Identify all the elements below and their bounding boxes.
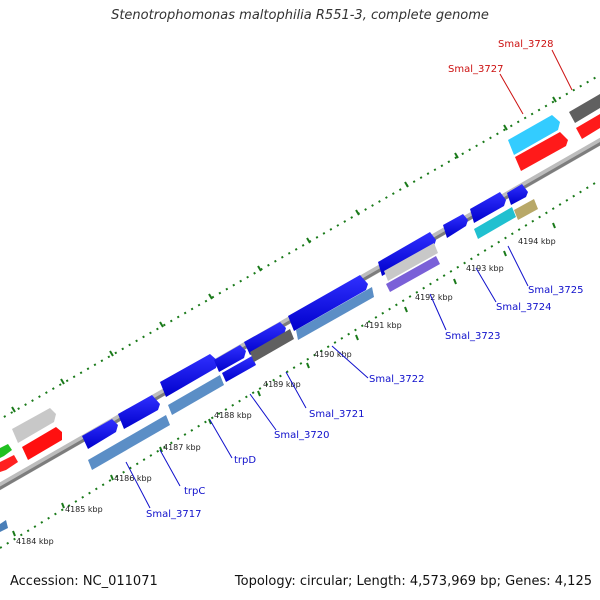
gene-feature[interactable]	[507, 184, 528, 205]
gene-feature[interactable]	[0, 444, 12, 458]
gene-feature[interactable]	[378, 232, 436, 276]
gene-feature[interactable]	[576, 114, 600, 139]
accession-text: Accession: NC_011071	[10, 574, 158, 589]
figure-title: Stenotrophomonas maltophilia R551-3, com…	[111, 8, 489, 23]
gene-label[interactable]: Smal_3720	[274, 430, 329, 441]
gene-feature[interactable]	[82, 419, 118, 449]
gene-labels: Smal_3717 trpC trpD Smal_3720 Smal_3721 …	[146, 39, 583, 520]
gene-feature[interactable]	[168, 375, 224, 415]
tick-label: 4194 kbp	[518, 237, 556, 246]
gene-label[interactable]: trpC	[184, 486, 205, 497]
gene-label[interactable]: Smal_3717	[146, 509, 201, 520]
lower-major-ticks	[12, 222, 556, 537]
lower-strand-features[interactable]	[0, 199, 538, 532]
gene-feature[interactable]	[443, 214, 468, 238]
kbp-labels: 4184 kbp 4185 kbp 4186 kbp 4187 kbp 4188…	[16, 237, 556, 546]
gene-label[interactable]: Smal_3724	[496, 302, 551, 313]
gene-label[interactable]: trpD	[234, 455, 256, 466]
upper-major-ticks	[11, 96, 557, 413]
gene-label[interactable]: Smal_3723	[445, 331, 500, 342]
gene-feature[interactable]	[386, 256, 440, 292]
gene-feature[interactable]	[118, 395, 160, 429]
tick-label: 4193 kbp	[466, 264, 504, 273]
gene-feature[interactable]	[515, 132, 568, 171]
gene-feature[interactable]	[0, 455, 18, 472]
tick-label: 4189 kbp	[263, 380, 301, 389]
gene-label[interactable]: Smal_3728	[498, 39, 553, 50]
gene-label[interactable]: Smal_3721	[309, 409, 364, 420]
gene-feature[interactable]	[222, 356, 256, 382]
gene-feature[interactable]	[569, 94, 600, 123]
gene-feature[interactable]	[384, 243, 438, 281]
gene-feature[interactable]	[288, 275, 368, 331]
gene-feature[interactable]	[296, 287, 374, 340]
gene-feature[interactable]	[88, 415, 170, 470]
gene-label[interactable]: Smal_3725	[528, 285, 583, 296]
gene-label[interactable]: Smal_3727	[448, 64, 503, 75]
gene-feature[interactable]	[470, 192, 506, 223]
tick-label: 4191 kbp	[364, 321, 402, 330]
gene-feature[interactable]	[244, 322, 286, 355]
genome-summary-text: Topology: circular; Length: 4,573,969 bp…	[234, 574, 592, 589]
tick-label: 4186 kbp	[114, 474, 152, 483]
gene-feature[interactable]	[160, 354, 218, 397]
tick-label: 4190 kbp	[314, 350, 352, 359]
tick-label: 4192 kbp	[415, 293, 453, 302]
lower-tick-track	[0, 179, 600, 549]
upper-strand-features[interactable]	[0, 94, 600, 472]
gene-feature[interactable]	[12, 408, 56, 443]
gene-label[interactable]: Smal_3722	[369, 374, 424, 385]
gene-feature[interactable]	[0, 520, 8, 532]
tick-label: 4184 kbp	[16, 537, 54, 546]
gene-feature[interactable]	[474, 207, 516, 239]
gene-feature[interactable]	[214, 345, 246, 372]
tick-label: 4188 kbp	[214, 411, 252, 420]
gene-feature[interactable]	[514, 199, 538, 220]
tick-label: 4185 kbp	[65, 505, 103, 514]
label-connectors	[125, 49, 573, 509]
gene-feature[interactable]	[22, 427, 62, 460]
tick-label: 4187 kbp	[163, 443, 201, 452]
gene-feature[interactable]	[508, 115, 560, 155]
gene-feature[interactable]	[250, 329, 294, 362]
